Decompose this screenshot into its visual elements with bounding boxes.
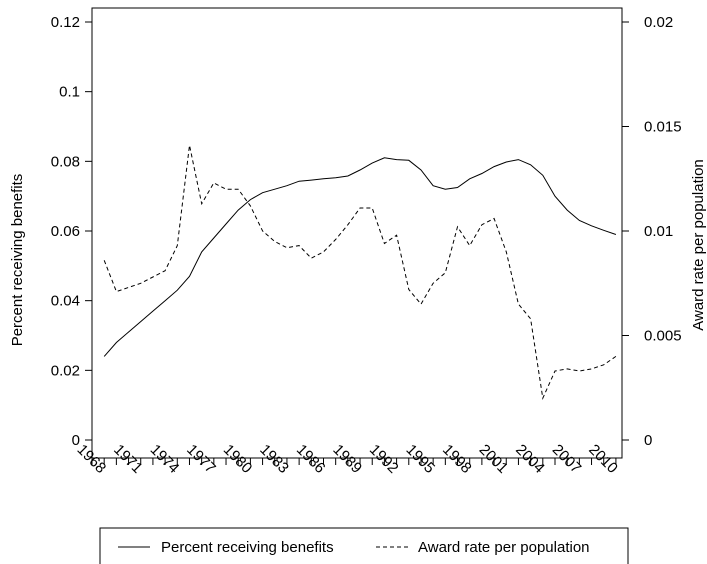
x-tick-label: 1971 (110, 441, 146, 477)
left-tick-label: 0.04 (51, 293, 80, 310)
plot-area (91, 7, 623, 459)
series-line-award-rate (103, 145, 617, 400)
x-tick-label: 1968 (74, 441, 110, 477)
left-tick-label: 0.06 (51, 223, 80, 240)
x-tick-label: 2001 (476, 441, 512, 477)
series-line-percent-receiving (103, 157, 617, 357)
x-tick-label: 2004 (512, 441, 548, 477)
right-tick-label: 0.02 (644, 14, 673, 31)
left-axis-title: Percent receiving benefits (9, 174, 26, 347)
x-tick-label: 1974 (147, 441, 183, 477)
right-y-axis: 0 0.005 0.01 0.015 0.02 (622, 14, 682, 449)
left-tick-label: 0.12 (51, 14, 80, 31)
right-tick-label: 0.01 (644, 223, 673, 240)
x-tick-label: 1977 (183, 441, 219, 477)
right-tick-label: 0.005 (644, 328, 682, 345)
legend-label-award-rate: Award rate per population (418, 539, 590, 556)
legend: Percent receiving benefits Award rate pe… (99, 527, 629, 564)
x-tick-label: 1989 (329, 441, 365, 477)
x-tick-label: 2010 (585, 441, 621, 477)
left-tick-label: 0.1 (59, 84, 80, 101)
x-tick-label: 2007 (549, 441, 585, 477)
left-tick-label: 0 (72, 432, 80, 449)
left-tick-label: 0.08 (51, 153, 80, 170)
x-tick-label: 1992 (366, 441, 402, 477)
x-axis: 1968 1971 1974 1977 1980 1983 1986 1989 1992 1995… (74, 441, 621, 477)
left-y-axis: 0 0.02 0.04 0.06 0.08 0.1 0.12 (51, 14, 92, 449)
x-tick-label: 1983 (256, 441, 292, 477)
right-axis-title: Award rate per population (690, 159, 707, 331)
right-tick-label: 0 (644, 432, 652, 449)
right-tick-label: 0.015 (644, 119, 682, 136)
series-layer (103, 145, 617, 400)
x-tick-label: 1998 (439, 441, 475, 477)
x-tick-label: 1995 (403, 441, 439, 477)
left-tick-label: 0.02 (51, 362, 80, 379)
legend-box (99, 527, 629, 564)
x-tick-label: 1986 (293, 441, 329, 477)
plot-border (91, 7, 623, 459)
legend-label-percent-receiving: Percent receiving benefits (161, 539, 334, 556)
x-tick-label: 1980 (220, 441, 256, 477)
